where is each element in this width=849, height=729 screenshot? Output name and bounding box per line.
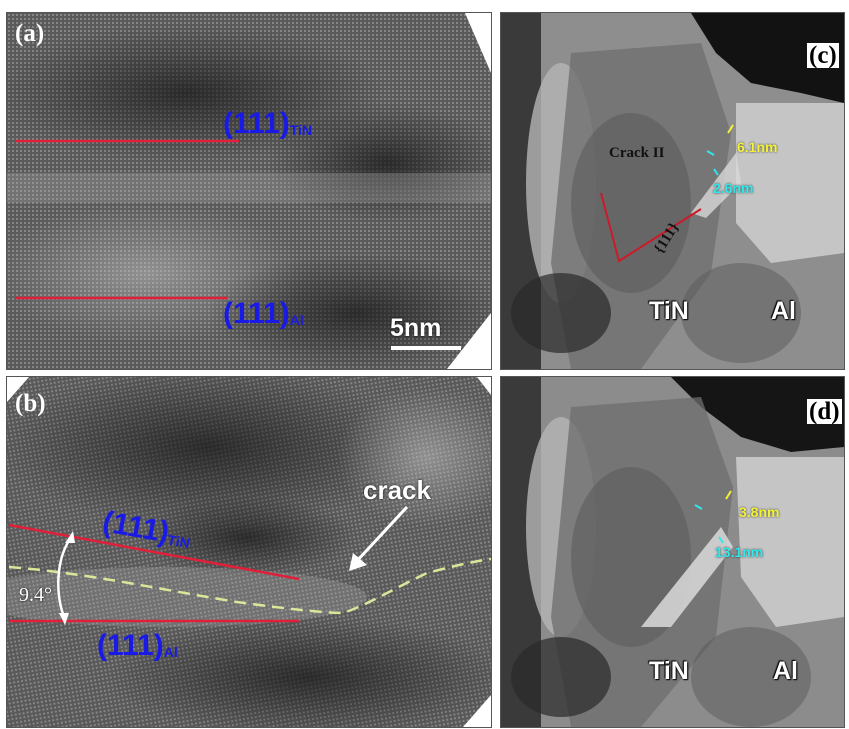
panel-d-label: (d) [807, 398, 842, 425]
panel-c-material-tin: TiN [649, 297, 689, 325]
panel-c-measure-2: 2.6nm [713, 180, 754, 196]
panel-d-cyan-tick-2 [718, 536, 724, 544]
panel-a-plane-top: (111)TiN [223, 107, 313, 140]
panel-d-micrograph [501, 377, 844, 727]
panel-a-hrtem: (a) (111)TiN (111)Al 5nm [6, 12, 492, 370]
panel-d-cyan-tick-1 [694, 504, 703, 510]
panel-d-tem: (d) 3.8nm 13.1nm TiN Al [500, 376, 845, 728]
panel-b-hrtem: (b) (111)TiN (111)Al 9.4° crack [6, 376, 492, 728]
panel-b-micrograph [7, 377, 491, 727]
panel-d-material-tin: TiN [649, 657, 689, 685]
panel-b-red-line-top [8, 523, 300, 581]
panel-b-plane-bottom: (111)Al [97, 629, 178, 662]
panel-a-scale-bar [391, 346, 461, 350]
panel-c-cyan-tick-2 [713, 168, 719, 176]
panel-a-plane-bottom: (111)Al [223, 297, 304, 330]
panel-b-crack-label: crack [363, 475, 431, 505]
panel-a-scale-label: 5nm [390, 314, 442, 342]
panel-c-yellow-tick [727, 124, 734, 134]
panel-d-material-al: Al [773, 657, 798, 685]
panel-d-measure-2: 13.1nm [715, 544, 764, 560]
panel-c-label: (c) [807, 42, 839, 69]
panel-a-label: (a) [15, 20, 45, 47]
panel-c-tem: (c) Crack II {111} 6.1nm 2.6nm TiN Al [500, 12, 845, 370]
panel-d-measure-1: 3.8nm [739, 504, 780, 520]
panel-b-angle-label: 9.4° [19, 584, 52, 606]
panel-c-micrograph [501, 13, 844, 369]
panel-d-yellow-tick [725, 490, 732, 500]
panel-a-micrograph [7, 13, 491, 369]
panel-b-interface-dashed-line [8, 557, 491, 615]
panel-c-crack-label: Crack II [609, 145, 665, 161]
panel-c-measure-1: 6.1nm [737, 139, 778, 155]
panel-b-label: (b) [15, 390, 46, 417]
panel-c-material-al: Al [771, 297, 796, 325]
panel-b-crack-arrow [353, 505, 409, 565]
panel-c-cyan-tick-1 [706, 150, 715, 156]
panel-c-red-angle-lines [600, 192, 702, 263]
